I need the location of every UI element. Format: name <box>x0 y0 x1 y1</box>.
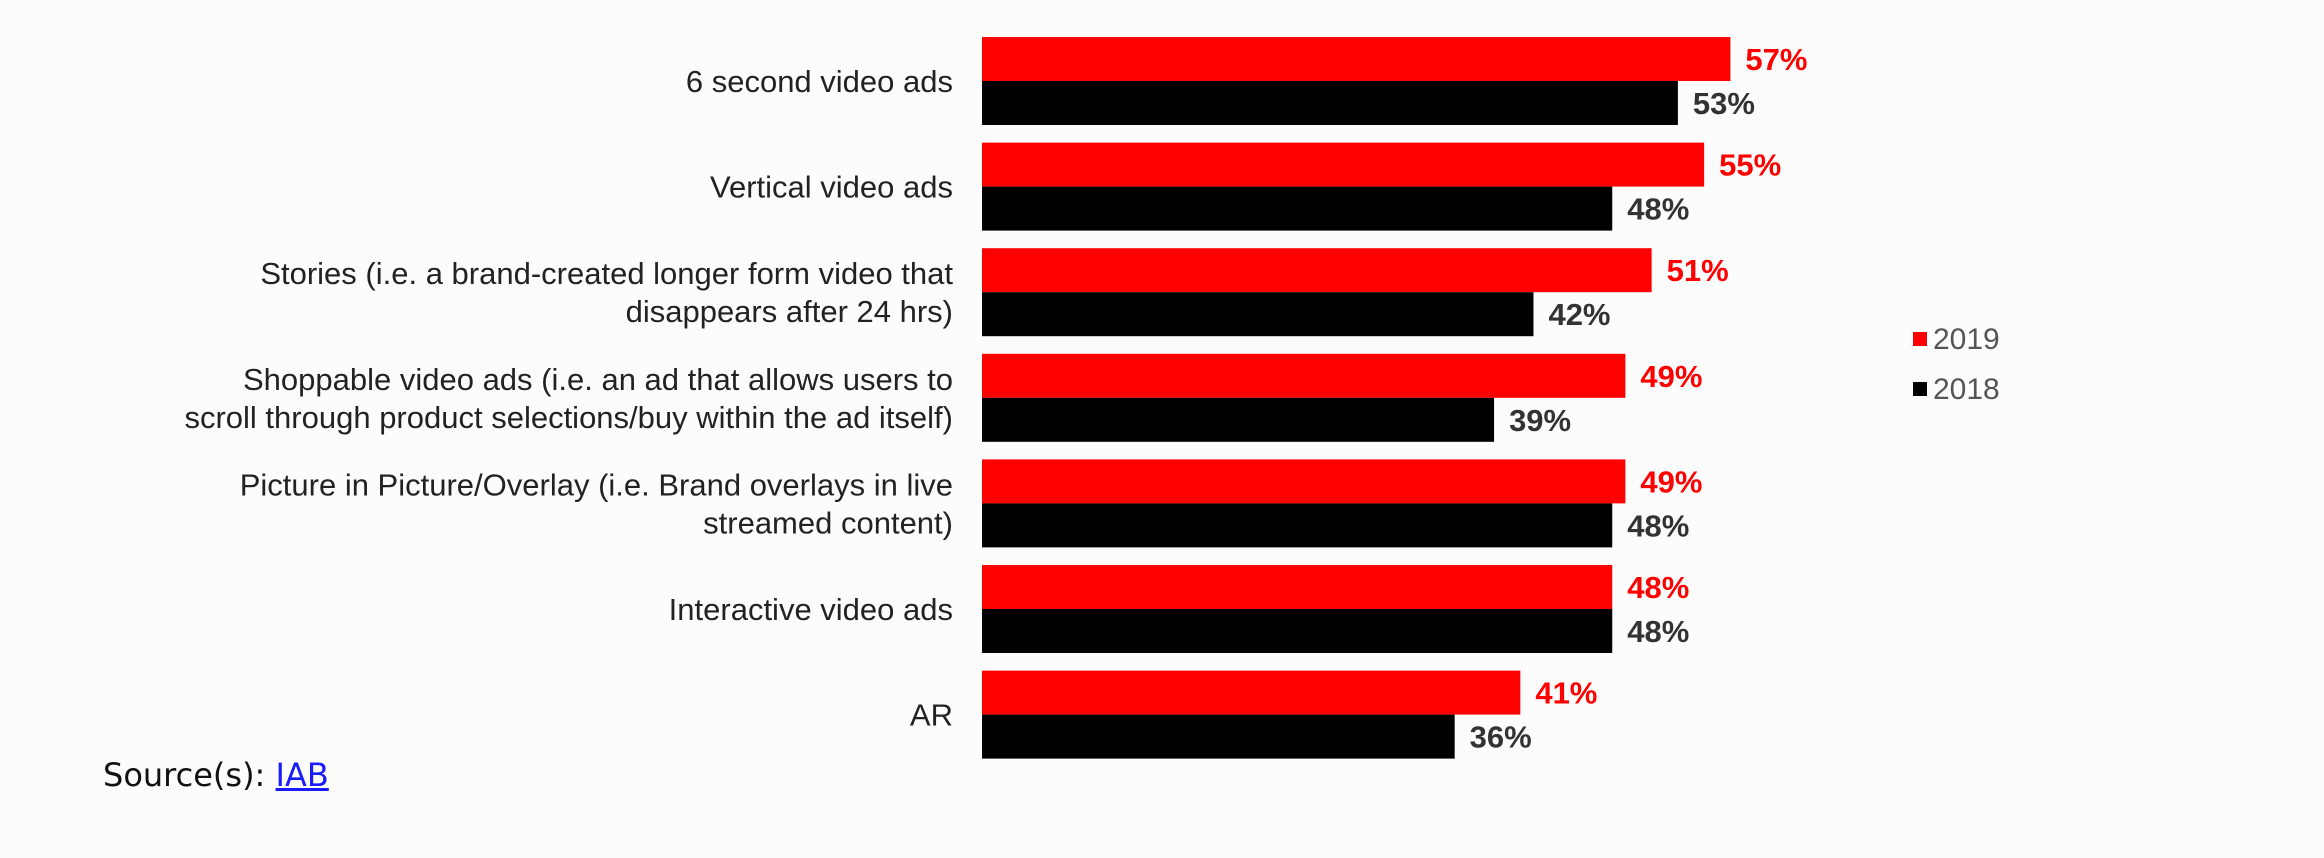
source-prefix: Source(s): <box>103 756 276 794</box>
bar-2018-2 <box>982 292 1534 337</box>
category-label-1-line-0: Vertical video ads <box>710 170 953 205</box>
value-label-2018-0: 53% <box>1693 86 1755 121</box>
legend-label-2018: 2018 <box>1933 373 2000 406</box>
bar-2019-0 <box>982 37 1731 81</box>
value-label-2019-1: 55% <box>1719 148 1781 183</box>
value-label-2019-3: 49% <box>1640 359 1702 394</box>
bar-2018-1 <box>982 186 1613 231</box>
category-label-4-line-0: Picture in Picture/Overlay (i.e. Brand o… <box>240 467 953 502</box>
value-label-2018-6: 36% <box>1470 720 1532 755</box>
value-label-2018-4: 48% <box>1627 508 1689 543</box>
bar-2019-5 <box>982 565 1613 609</box>
value-label-2019-6: 41% <box>1535 676 1597 711</box>
value-label-2018-5: 48% <box>1627 614 1689 649</box>
bars-group <box>982 37 1731 759</box>
category-label-6-line-0: AR <box>910 698 953 733</box>
value-label-2018-2: 42% <box>1548 297 1610 332</box>
category-label-2-line-1: disappears after 24 hrs) <box>626 294 953 329</box>
bar-2018-6 <box>982 714 1455 759</box>
bar-2018-5 <box>982 609 1613 653</box>
category-label-5-line-0: Interactive video ads <box>669 592 953 627</box>
bar-2019-6 <box>982 670 1521 715</box>
bar-2019-4 <box>982 459 1626 504</box>
bar-2019-1 <box>982 142 1705 187</box>
source-link[interactable]: IAB <box>275 756 329 794</box>
bar-2018-4 <box>982 503 1613 548</box>
value-labels: 57% 53% 55% 48% 51% 42% 49% 39% 49% 48% 48% 48% 41%3… <box>1470 42 1808 755</box>
value-label-2018-1: 48% <box>1627 192 1689 227</box>
bar-2018-0 <box>982 81 1678 125</box>
legend-swatch-2018 <box>1913 382 1927 396</box>
value-label-2019-5: 48% <box>1627 570 1689 605</box>
category-label-2-line-0: Stories (i.e. a brand-created longer for… <box>260 256 953 291</box>
value-label-2019-4: 49% <box>1640 464 1702 499</box>
category-label-4-line-1: streamed content) <box>703 505 953 540</box>
category-label-3-line-1: scroll through product selections/buy wi… <box>184 400 953 435</box>
legend-label-2019: 2019 <box>1933 323 2000 356</box>
legend-swatch-2019 <box>1913 332 1927 346</box>
category-labels: 6 second video ads Vertical video ads Stor… <box>184 64 953 733</box>
legend: 2019 2018 <box>1913 323 2000 406</box>
value-label-2019-0: 57% <box>1745 42 1807 77</box>
value-label-2018-3: 39% <box>1509 403 1571 438</box>
category-label-3-line-0: Shoppable video ads (i.e. an ad that all… <box>243 362 953 397</box>
bar-2019-2 <box>982 248 1652 293</box>
source-line: Source(s): IAB <box>103 756 329 794</box>
bar-2018-3 <box>982 397 1495 442</box>
category-label-0-line-0: 6 second video ads <box>686 64 953 99</box>
value-label-2019-2: 51% <box>1667 253 1729 288</box>
bar-2019-3 <box>982 353 1626 398</box>
